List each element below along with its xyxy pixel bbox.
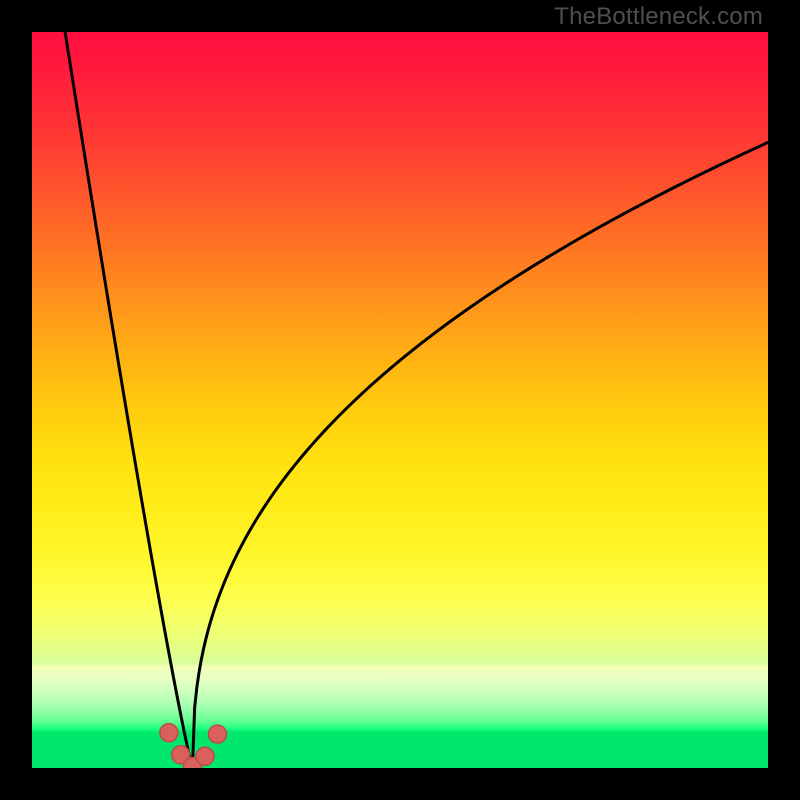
curve-marker bbox=[196, 747, 214, 765]
curve-marker bbox=[208, 725, 226, 743]
curve-marker bbox=[160, 724, 178, 742]
watermark-label: TheBottleneck.com bbox=[554, 3, 763, 31]
chart-svg bbox=[32, 32, 768, 768]
plot-area bbox=[32, 32, 768, 768]
bottleneck-curve bbox=[65, 32, 768, 768]
